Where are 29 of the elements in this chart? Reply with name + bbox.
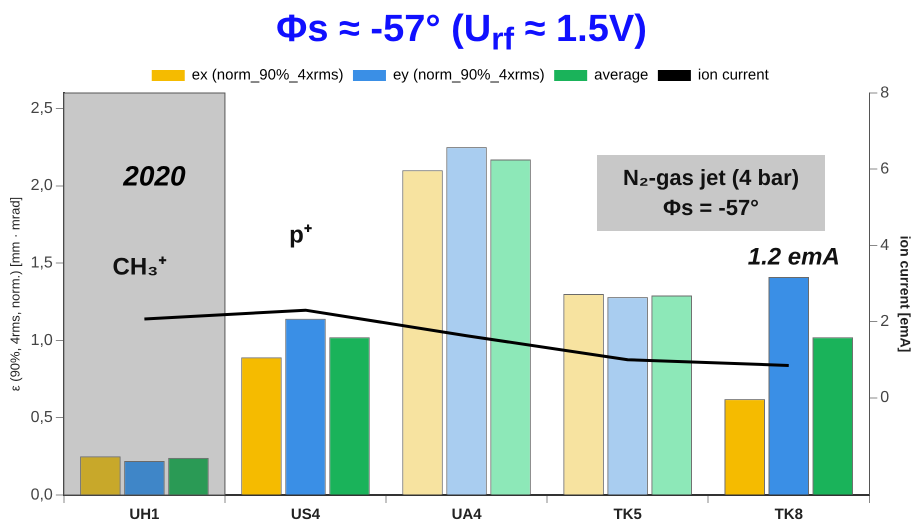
annotation: N₂-gas jet (4 bar)	[622, 165, 800, 190]
legend-label: ion current	[698, 66, 770, 84]
annotation: 1.2 emA	[748, 244, 840, 271]
chart-title: Φs ≈ -57° (U$_{rf}$ ≈ 1.5V)	[275, 7, 648, 58]
y2-tick-label: 6	[880, 160, 890, 178]
y2-tick-label: 2	[880, 313, 890, 330]
y2-tick-label: 8	[880, 84, 890, 102]
x-tick-label: UA4	[452, 506, 482, 524]
x-tick-label: TK5	[613, 506, 642, 524]
annotation: CH₃⁺	[112, 254, 166, 281]
band-label: 2020	[122, 160, 186, 192]
x-tick-label: TK8	[774, 506, 803, 524]
x-tick-label: UH1	[129, 506, 160, 524]
y2-tick-label: 4	[880, 236, 890, 254]
annotation: Φs = -57°	[663, 195, 759, 220]
y-tick-label: 1,0	[30, 332, 53, 349]
y-tick-label: 2,5	[30, 100, 53, 117]
annotation: p⁺	[289, 222, 312, 249]
y2-axis-title: ion current [emA]	[898, 236, 914, 352]
legend-label: average	[594, 66, 648, 84]
y-axis-title: ε (90%, 4rms, norm.) [mm · mrad]	[7, 196, 22, 392]
y-tick-label: 1,5	[30, 254, 53, 272]
y-tick-label: 0,0	[30, 486, 53, 504]
x-tick-label: US4	[290, 506, 321, 524]
legend-label: ey (norm_90%_4xrms)	[392, 66, 545, 84]
legend-label: ex (norm_90%_4xrms)	[192, 66, 344, 84]
y-tick-label: 0,5	[30, 409, 53, 426]
y-tick-label: 2,0	[30, 177, 53, 194]
y2-tick-label: 0	[880, 389, 890, 406]
